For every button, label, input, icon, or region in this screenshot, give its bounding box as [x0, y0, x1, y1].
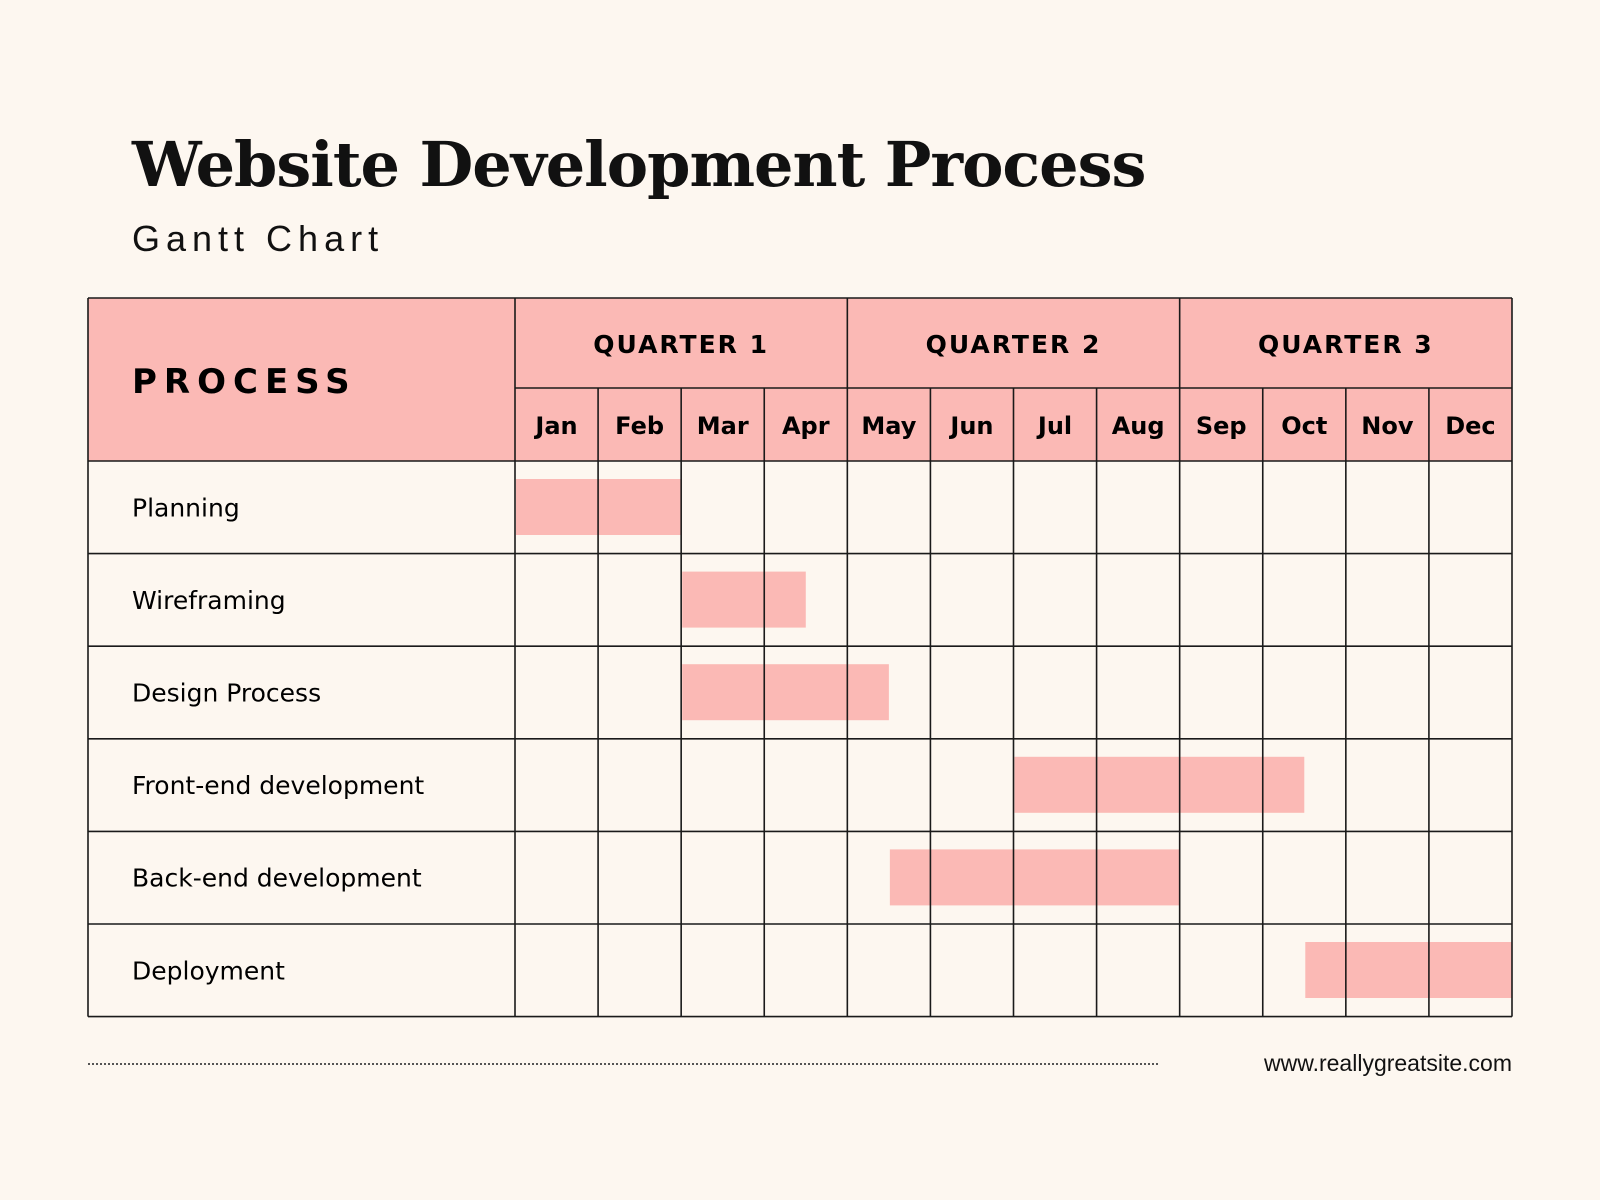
month-label: Sep: [1196, 412, 1247, 440]
page-title: Website Development Process: [132, 128, 1146, 201]
header-background: [88, 298, 1512, 461]
footer-divider: [88, 1063, 1158, 1065]
month-label: Mar: [697, 412, 749, 440]
process-header: PROCESS: [132, 362, 357, 402]
quarter-label: QUARTER 3: [1258, 330, 1434, 359]
month-label: Jun: [948, 412, 993, 440]
task-bar-6: [1305, 942, 1512, 998]
month-label: Apr: [782, 412, 830, 440]
quarter-label: QUARTER 1: [593, 330, 769, 359]
quarter-label: QUARTER 2: [926, 330, 1102, 359]
task-label: Design Process: [132, 679, 321, 708]
month-label: Jan: [533, 412, 577, 440]
task-bar-3: [682, 664, 889, 721]
month-label: Dec: [1445, 412, 1495, 440]
month-label: Jul: [1036, 412, 1072, 440]
task-bar-4: [1014, 756, 1305, 813]
page-subtitle: Gantt Chart: [132, 218, 385, 259]
task-label: Wireframing: [132, 586, 286, 615]
footer-url[interactable]: www.reallygreatsite.com: [1264, 1050, 1512, 1076]
task-label: Back-end development: [132, 864, 422, 893]
month-label: Oct: [1281, 412, 1327, 440]
month-label: Aug: [1112, 412, 1165, 440]
task-label: Deployment: [132, 956, 285, 985]
month-label: Nov: [1361, 412, 1414, 440]
task-bar-2: [682, 571, 806, 628]
task-label: Planning: [132, 493, 240, 522]
task-label: Front-end development: [132, 771, 424, 800]
task-bar-5: [889, 849, 1180, 906]
month-label: May: [861, 412, 916, 440]
month-label: Feb: [615, 412, 664, 440]
